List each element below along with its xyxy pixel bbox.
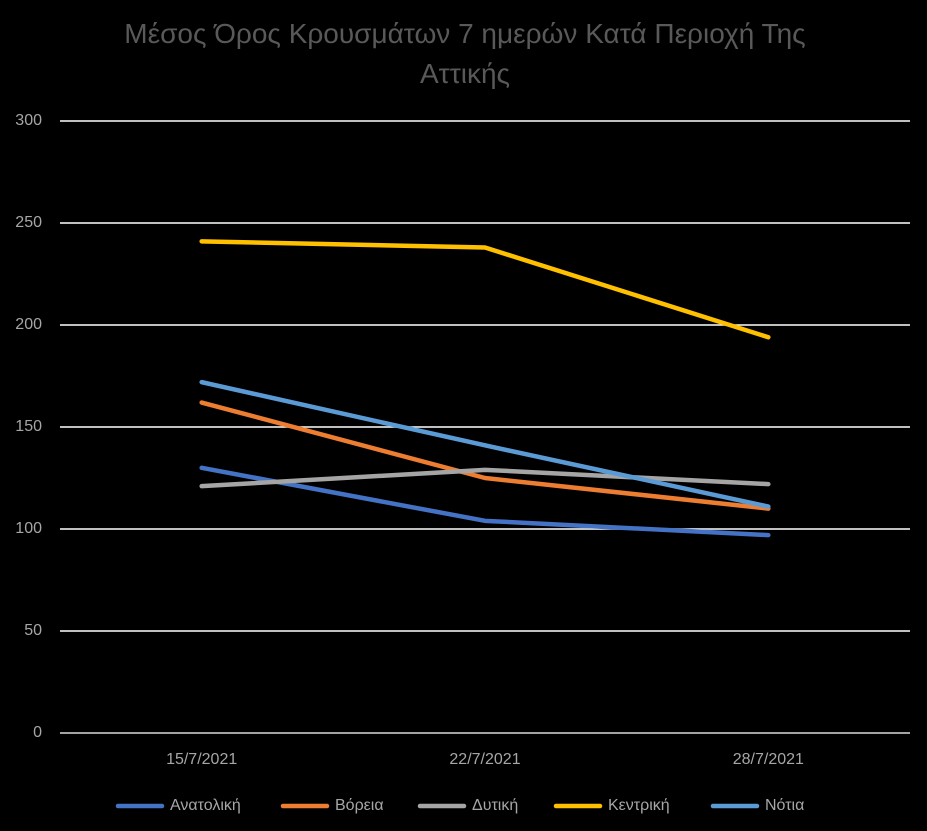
y-tick-label: 100 [15, 520, 42, 537]
legend-label: Δυτική [472, 797, 518, 814]
series-line [199, 467, 771, 489]
y-tick-label: 250 [15, 214, 42, 231]
legend-label: Νότια [765, 797, 804, 814]
x-tick-label: 15/7/2021 [166, 751, 237, 768]
x-tick-label: 22/7/2021 [449, 751, 520, 768]
legend-label: Βόρεια [335, 797, 384, 814]
series-line [199, 379, 771, 509]
y-tick-label: 150 [15, 418, 42, 435]
series-line [199, 239, 771, 340]
chart-title: Μέσος Όρος Κρουσμάτων 7 ημερών Κατά Περι… [124, 18, 806, 89]
y-tick-label: 50 [24, 622, 42, 639]
x-tick-label: 28/7/2021 [733, 751, 804, 768]
legend-label: Κεντρική [608, 797, 670, 814]
series-line [199, 400, 771, 511]
series-line [199, 465, 771, 538]
legend-label: Ανατολική [170, 797, 241, 814]
y-tick-label: 0 [33, 724, 42, 741]
y-tick-label: 300 [15, 112, 42, 129]
y-tick-label: 200 [15, 316, 42, 333]
